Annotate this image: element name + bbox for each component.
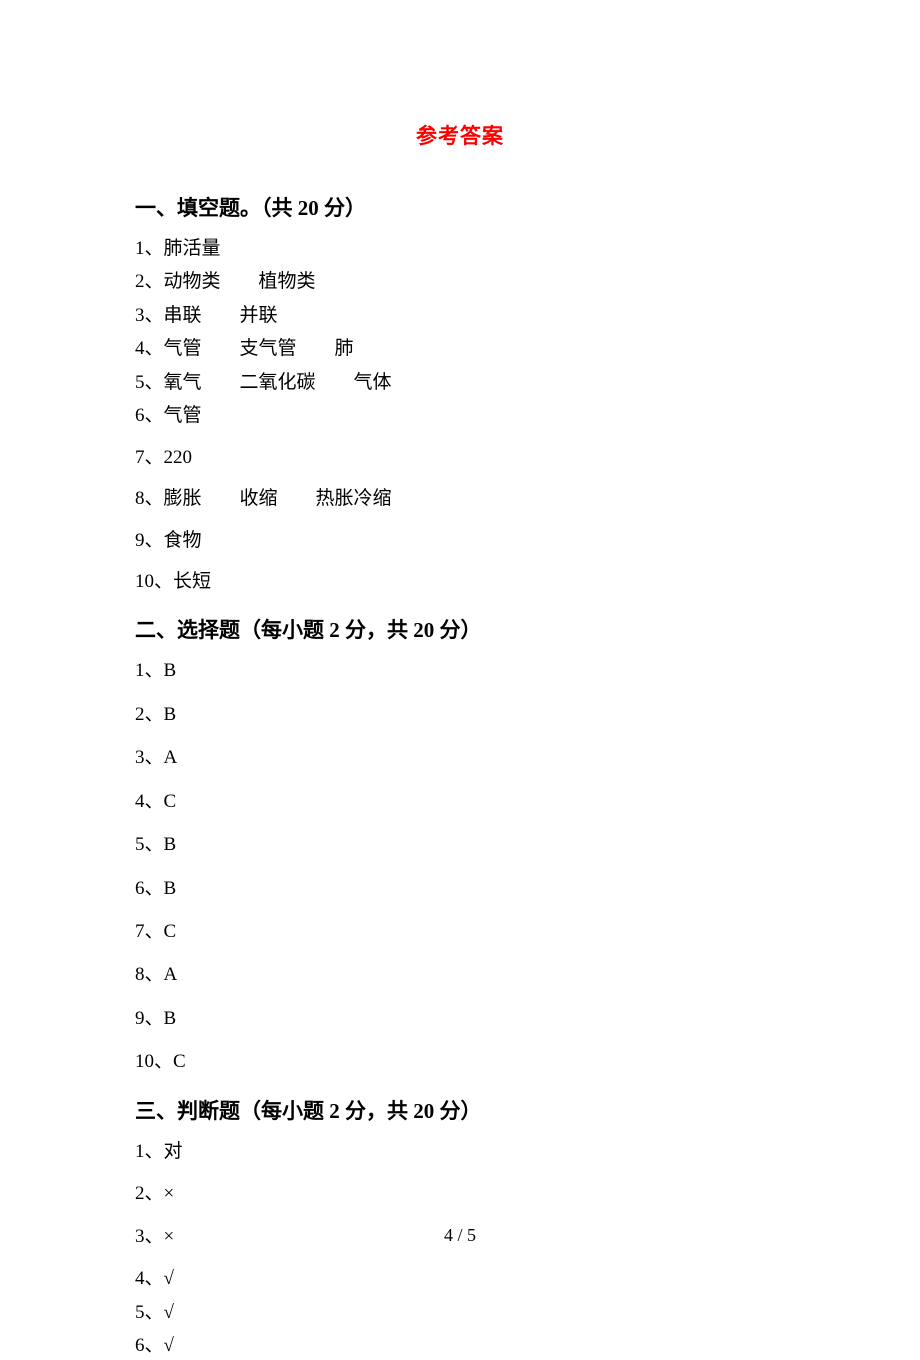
section2-header: 二、选择题（每小题 2 分，共 20 分） [135,614,785,644]
section1-items: 1、肺活量 2、动物类 植物类 3、串联 并联 4、气管 支气管 肺 5、氧气 … [135,234,785,596]
answer-item: 3、串联 并联 [135,301,785,330]
answer-item: 5、B [135,830,785,859]
answer-item: 10、长短 [135,567,785,596]
page-title: 参考答案 [135,120,785,150]
section3-header: 三、判断题（每小题 2 分，共 20 分） [135,1095,785,1125]
answer-item: 6、B [135,874,785,903]
answer-item: 6、√ [135,1331,785,1360]
answer-item: 2、动物类 植物类 [135,267,785,296]
page-number: 4 / 5 [0,1225,920,1246]
answer-item: 2、× [135,1179,785,1208]
answer-item: 4、气管 支气管 肺 [135,334,785,363]
answer-item: 2、B [135,700,785,729]
answer-item: 4、√ [135,1264,785,1293]
answer-item: 4、C [135,787,785,816]
answer-item: 3、A [135,743,785,772]
answer-item: 1、肺活量 [135,234,785,263]
section3-items: 1、对 2、× 3、× 4、√ 5、√ 6、√ [135,1137,785,1360]
answer-item: 9、食物 [135,526,785,555]
answer-item: 7、220 [135,443,785,472]
answer-item: 8、A [135,960,785,989]
answer-item: 6、气管 [135,401,785,430]
answer-item: 7、C [135,917,785,946]
answer-item: 9、B [135,1004,785,1033]
answer-item: 1、对 [135,1137,785,1166]
answer-item: 10、C [135,1047,785,1076]
answer-item: 8、膨胀 收缩 热胀冷缩 [135,484,785,513]
answer-item: 1、B [135,656,785,685]
section1-header: 一、填空题。（共 20 分） [135,192,785,222]
answer-item: 5、氧气 二氧化碳 气体 [135,368,785,397]
section2-items: 1、B 2、B 3、A 4、C 5、B 6、B 7、C 8、A 9、B 10、C [135,656,785,1076]
